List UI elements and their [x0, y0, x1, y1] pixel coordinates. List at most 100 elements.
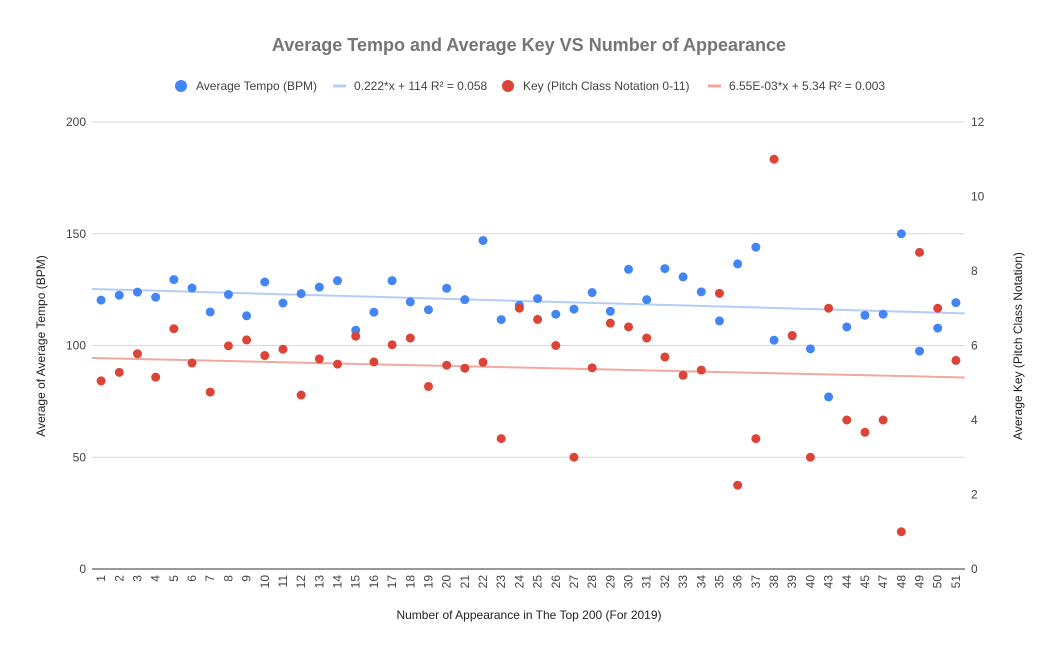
data-points — [96, 154, 961, 537]
x-tick-label: 12 — [294, 575, 308, 589]
right-axis-title: Average Key (Pitch Class Notation) — [1011, 252, 1025, 440]
key-point — [369, 357, 379, 367]
tempo-point — [242, 311, 252, 321]
tempo-point — [933, 323, 943, 333]
left-tick-label: 200 — [66, 115, 86, 129]
x-tick-label: 3 — [130, 575, 144, 582]
x-tick-label: 27 — [567, 575, 581, 589]
key-point — [714, 288, 724, 298]
x-tick-label: 6 — [185, 575, 199, 582]
x-tick-label: 37 — [749, 575, 763, 589]
legend-label: Average Tempo (BPM) — [196, 79, 317, 93]
x-axis-title: Number of Appearance in The Top 200 (For… — [396, 608, 661, 622]
right-tick-label: 8 — [971, 264, 978, 278]
tempo-point — [951, 298, 961, 308]
tempo-point — [696, 287, 706, 297]
tempo-point — [260, 277, 270, 287]
x-tick-label: 14 — [331, 575, 345, 589]
key-point — [696, 365, 706, 375]
key-point — [296, 390, 306, 400]
x-tick-label: 29 — [603, 575, 617, 589]
tempo-point — [860, 310, 870, 320]
x-tick-label: 44 — [840, 575, 854, 589]
key-point — [187, 358, 197, 368]
key-point — [751, 434, 761, 444]
x-tick-label: 23 — [494, 575, 508, 589]
tempo-point — [551, 309, 561, 319]
tempo-point — [478, 235, 488, 245]
left-tick-label: 50 — [73, 450, 87, 464]
tempo-point — [533, 294, 543, 304]
tempo-point — [369, 307, 379, 317]
key-point — [314, 354, 324, 364]
x-tick-label: 8 — [221, 575, 235, 582]
key-point — [805, 452, 815, 462]
tempo-point — [333, 276, 343, 286]
tempo-point — [496, 315, 506, 325]
tempo-point — [714, 316, 724, 326]
key-point — [333, 359, 343, 369]
tempo-point — [278, 298, 288, 308]
legend-label: Key (Pitch Class Notation 0-11) — [523, 79, 690, 93]
tempo-point — [387, 276, 397, 286]
key-point — [96, 376, 106, 386]
key-point — [496, 434, 506, 444]
key-point — [824, 303, 834, 313]
x-tick-label: 32 — [658, 575, 672, 589]
key-point — [114, 367, 124, 377]
tempo-point — [842, 322, 852, 332]
tempo-point — [587, 288, 597, 298]
tempo-point — [423, 305, 433, 315]
key-point — [733, 480, 743, 490]
x-tick-label: 24 — [512, 575, 526, 589]
right-tick-label: 0 — [971, 562, 978, 576]
key-point — [132, 349, 142, 359]
gridlines — [92, 121, 965, 570]
tempo-point — [205, 307, 215, 317]
tempo-point — [642, 295, 652, 305]
tempo-trendline — [91, 287, 966, 315]
x-tick-label: 16 — [367, 575, 381, 589]
key-point — [405, 333, 415, 343]
tempo-point — [896, 229, 906, 239]
tempo-point — [733, 259, 743, 269]
x-tick-label: 43 — [822, 575, 836, 589]
key-point — [860, 427, 870, 437]
x-tick-label: 11 — [276, 575, 290, 588]
x-tick-label: 38 — [767, 575, 781, 589]
x-tick-label: 19 — [421, 575, 435, 589]
tempo-point — [169, 275, 179, 285]
tempo-point — [751, 242, 761, 252]
x-tick-label: 26 — [549, 575, 563, 589]
key-point — [642, 333, 652, 343]
x-tick-label: 21 — [458, 575, 472, 589]
key-point — [442, 360, 452, 370]
x-tick-label: 5 — [167, 575, 181, 582]
key-point — [896, 527, 906, 537]
tempo-point — [96, 295, 106, 305]
key-point — [169, 324, 179, 334]
tempo-point — [624, 264, 634, 274]
key-point — [533, 314, 543, 324]
key-point — [678, 370, 688, 380]
key-point — [278, 344, 288, 354]
key-point — [242, 335, 252, 345]
tempo-point — [114, 290, 124, 300]
key-point — [551, 341, 561, 350]
tempo-point — [151, 292, 161, 302]
right-tick-label: 4 — [971, 413, 978, 427]
legend-swatch-dot — [502, 80, 514, 92]
key-point — [951, 355, 961, 365]
x-tick-label: 18 — [403, 575, 417, 589]
tempo-point — [805, 344, 815, 354]
tempo-point — [223, 290, 233, 300]
tempo-point — [605, 306, 615, 316]
key-point — [205, 387, 215, 397]
x-tick-label: 47 — [876, 575, 890, 589]
x-tick-label: 20 — [440, 575, 454, 589]
x-tick-label: 15 — [349, 575, 363, 589]
x-tick-label: 51 — [949, 575, 963, 589]
chart-title: Average Tempo and Average Key VS Number … — [272, 35, 786, 55]
left-axis-ticks: 0 50 100 150 200 — [66, 115, 86, 576]
